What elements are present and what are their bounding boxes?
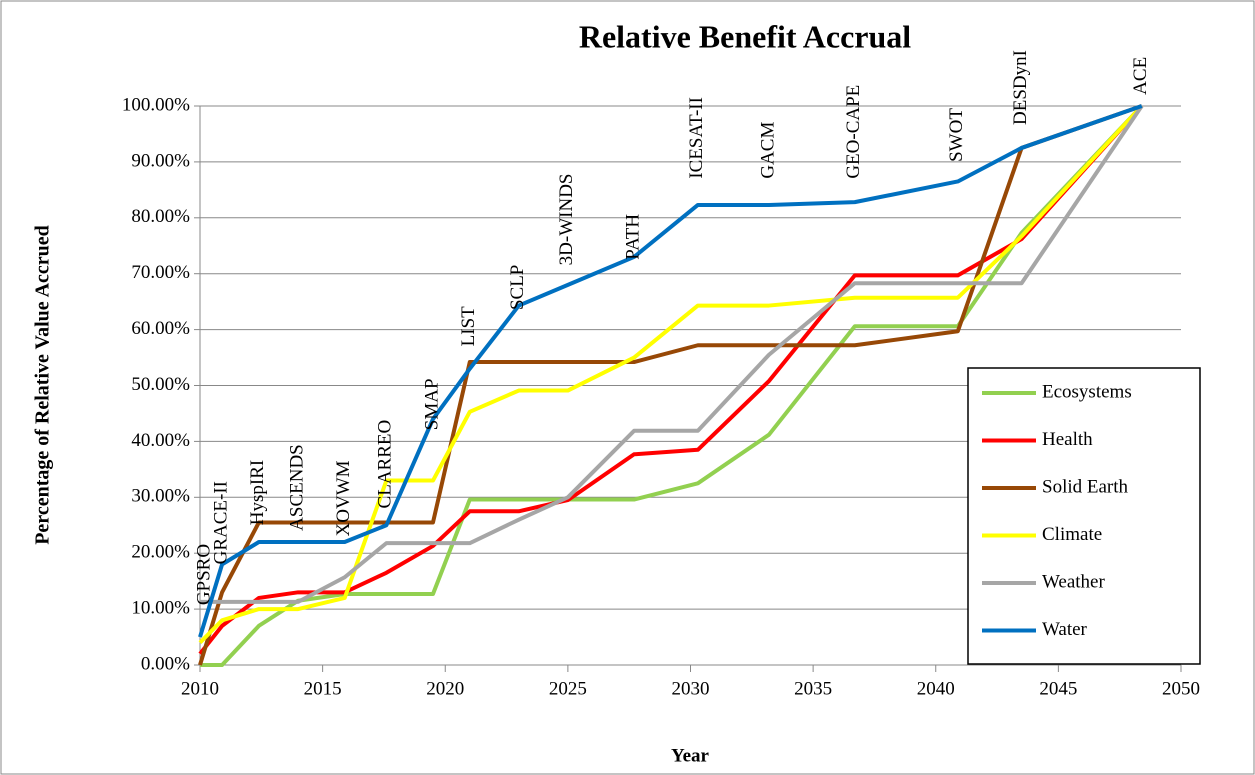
annotation: HyspIRI (247, 460, 268, 525)
annotation: CLARREO (375, 420, 396, 509)
series-line (198, 104, 1144, 645)
y-tick-label: 90.00% (131, 150, 190, 171)
legend-label: Climate (1042, 524, 1102, 545)
y-tick-label: 70.00% (131, 262, 190, 283)
x-axis-label: Year (671, 745, 710, 766)
series-line (200, 104, 1144, 604)
annotation: ACE (1130, 57, 1151, 95)
annotation: SMAP (421, 378, 442, 430)
y-tick-label: 60.00% (131, 318, 190, 339)
annotation: PATH (622, 214, 643, 260)
legend-label: Solid Earth (1042, 476, 1129, 497)
x-tick-label: 2045 (1039, 678, 1077, 699)
annotation: SWOT (946, 108, 967, 162)
series-line (198, 104, 1143, 638)
series-line (198, 104, 1144, 656)
annotation: GPSRO (193, 544, 214, 605)
y-tick-label: 40.00% (131, 430, 190, 451)
legend-label: Water (1042, 619, 1088, 640)
x-tick-label: 2010 (181, 678, 219, 699)
x-tick-label: 2030 (672, 678, 710, 699)
annotation: ICESAT-II (686, 97, 707, 179)
legend-box (967, 367, 1201, 665)
x-tick-label: 2050 (1162, 678, 1200, 699)
legend-label: Ecosystems (1042, 381, 1132, 402)
x-tick-label: 2015 (304, 678, 342, 699)
x-tick-label: 2020 (426, 678, 464, 699)
y-tick-label: 30.00% (131, 486, 190, 507)
y-tick-label: 20.00% (131, 542, 190, 563)
annotation: GACM (757, 122, 778, 179)
y-tick-label: 0.00% (141, 653, 190, 674)
x-tick-label: 2040 (917, 678, 955, 699)
x-tick-label: 2025 (549, 678, 587, 699)
annotation: LIST (458, 306, 479, 347)
y-tick-label: 10.00% (131, 597, 190, 618)
chart-title: Relative Benefit Accrual (579, 18, 911, 54)
legend-label: Health (1042, 429, 1093, 450)
annotation: DESDynI (1010, 50, 1031, 125)
series-line (198, 104, 1143, 666)
legend-label: Weather (1042, 571, 1105, 592)
x-tick-label: 2035 (794, 678, 832, 699)
annotation: GRACE-II (210, 481, 231, 564)
annotation: GEO-CAPE (843, 85, 864, 179)
annotation: ASCENDS (286, 444, 307, 531)
y-tick-label: 100.00% (122, 94, 190, 115)
annotation: 3D-WINDS (556, 173, 577, 265)
y-tick-label: 80.00% (131, 206, 190, 227)
y-axis-label: Percentage of Relative Value Accrued (32, 225, 54, 545)
annotation: XOVWM (333, 460, 354, 536)
annotation: SCLP (507, 265, 528, 310)
y-tick-label: 50.00% (131, 374, 190, 395)
